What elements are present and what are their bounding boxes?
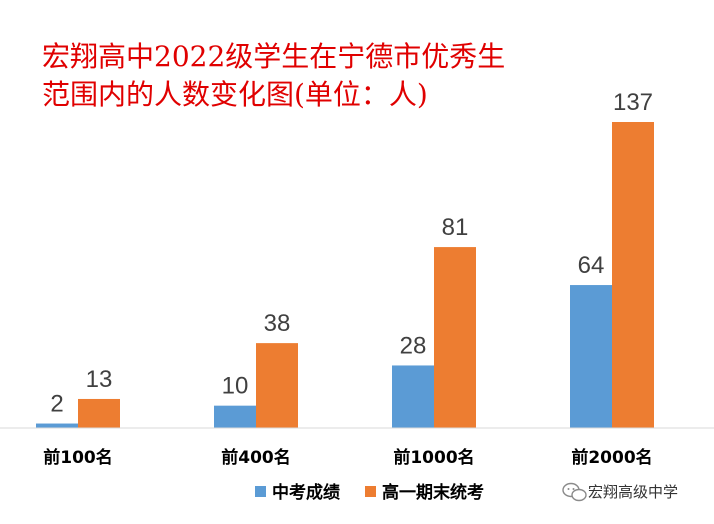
bar-series-1-3 bbox=[392, 365, 434, 428]
legend-label-series-2: 高一期末统考 bbox=[382, 482, 484, 503]
data-label-series-2-2: 38 bbox=[264, 310, 291, 337]
data-label-series-1-2: 10 bbox=[222, 373, 249, 400]
bars-group: 2 13 10 38 28 81 64 137 bbox=[36, 89, 654, 428]
data-label-series-2-4: 137 bbox=[613, 89, 653, 116]
chart-title-line-2: 范围内的人数变化图(单位：人) bbox=[42, 78, 428, 111]
data-label-series-2-1: 13 bbox=[86, 366, 113, 393]
bar-series-2-2 bbox=[256, 343, 298, 428]
watermark-text: 宏翔高级中学 bbox=[588, 483, 678, 501]
data-label-series-1-4: 64 bbox=[578, 252, 605, 279]
category-labels: 前100名 前400名 前1000名 前2000名 bbox=[43, 447, 652, 468]
category-label-1: 前100名 bbox=[43, 447, 113, 468]
category-label-3: 前1000名 bbox=[393, 447, 474, 468]
bar-series-2-3 bbox=[434, 247, 476, 428]
legend-label-series-1: 中考成绩 bbox=[272, 482, 340, 503]
category-label-2: 前400名 bbox=[221, 447, 291, 468]
bar-series-1-1 bbox=[36, 423, 78, 428]
bar-series-1-2 bbox=[214, 405, 256, 428]
bar-series-2-4 bbox=[612, 122, 654, 428]
chart-title-line-1: 宏翔高中2022级学生在宁德市优秀生 bbox=[42, 40, 505, 73]
bar-series-1-4 bbox=[570, 285, 612, 428]
legend-swatch-series-1 bbox=[255, 486, 266, 497]
wechat-icon bbox=[562, 482, 587, 502]
data-label-series-1-1: 2 bbox=[50, 391, 63, 418]
data-label-series-1-3: 28 bbox=[400, 332, 427, 359]
data-label-series-2-3: 81 bbox=[442, 214, 469, 241]
category-label-4: 前2000名 bbox=[571, 447, 652, 468]
legend: 中考成绩 高一期末统考 bbox=[255, 482, 484, 503]
bar-series-2-1 bbox=[78, 398, 120, 428]
watermark: 宏翔高级中学 bbox=[562, 482, 678, 502]
legend-swatch-series-2 bbox=[365, 486, 376, 497]
